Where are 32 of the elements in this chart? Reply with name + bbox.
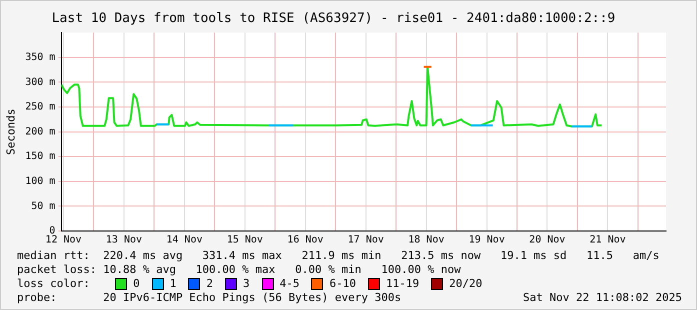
- legend-label: 20/20: [448, 277, 482, 291]
- y-tick-label: 300 m: [25, 76, 56, 88]
- x-tick-label: 20 Nov: [529, 234, 566, 246]
- x-tick-label: 12 Nov: [45, 234, 82, 246]
- legend-title: loss color:: [17, 277, 91, 291]
- y-tick-label: 200 m: [25, 126, 56, 138]
- legend-label: 4-5: [278, 277, 300, 291]
- x-tick-label: 19 Nov: [468, 234, 505, 246]
- text: probe: 20 IPv6-ICMP Echo Pings (56 Bytes) every 300s: [17, 291, 402, 305]
- x-tick-label: 21 Nov: [590, 234, 626, 246]
- text: median rtt: 220.4 ms avg 331.4 ms max 211.9 ms min 213.5 ms now 19.1 ms sd 11.5 am/s: [17, 249, 660, 263]
- y-axis-title: Seconds: [4, 108, 18, 155]
- y-tick-label: 250 m: [25, 102, 56, 113]
- x-tick-label: 13 Nov: [106, 234, 142, 246]
- legend-label: 2: [205, 277, 213, 291]
- text: Sat Nov 22 11:08:02 2025: [523, 291, 682, 305]
- legend-label: 3: [242, 277, 250, 291]
- y-tick-label: 100 m: [25, 176, 56, 187]
- y-tick-label: 150 m: [25, 151, 56, 162]
- chart-title: Last 10 Days from tools to RISE (AS63927) - rise01 - 2401:da80:1000:2::9: [52, 11, 616, 26]
- legend-label: 0: [132, 277, 140, 291]
- y-tick-label: 50 m: [31, 200, 56, 212]
- x-tick-label: 14 Nov: [166, 234, 202, 246]
- legend-label: 1: [168, 277, 176, 291]
- text: packet loss: 10.88 % avg 100.00 % max 0.00 % min 100.00 % now: [17, 263, 462, 277]
- x-tick-label: 16 Nov: [287, 234, 324, 246]
- x-tick-label: 17 Nov: [348, 234, 384, 246]
- y-tick-label: 350 m: [25, 52, 56, 63]
- x-tick-label: 18 Nov: [408, 234, 444, 246]
- legend-label: 6-10: [328, 277, 356, 291]
- x-tick-label: 15 Nov: [226, 234, 263, 246]
- legend-label: 11-19: [384, 277, 420, 291]
